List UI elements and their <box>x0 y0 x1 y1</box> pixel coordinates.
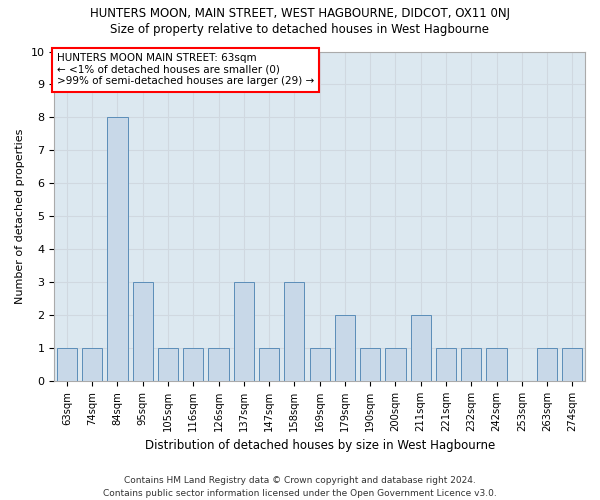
Bar <box>234 282 254 381</box>
Bar <box>57 348 77 381</box>
Bar <box>259 348 279 381</box>
Bar <box>82 348 102 381</box>
Text: Contains HM Land Registry data © Crown copyright and database right 2024.
Contai: Contains HM Land Registry data © Crown c… <box>103 476 497 498</box>
X-axis label: Distribution of detached houses by size in West Hagbourne: Distribution of detached houses by size … <box>145 440 495 452</box>
Bar <box>284 282 304 381</box>
Bar <box>385 348 406 381</box>
Bar <box>562 348 583 381</box>
Bar <box>183 348 203 381</box>
Bar <box>107 118 128 381</box>
Text: HUNTERS MOON MAIN STREET: 63sqm
← <1% of detached houses are smaller (0)
>99% of: HUNTERS MOON MAIN STREET: 63sqm ← <1% of… <box>57 53 314 86</box>
Text: HUNTERS MOON, MAIN STREET, WEST HAGBOURNE, DIDCOT, OX11 0NJ: HUNTERS MOON, MAIN STREET, WEST HAGBOURN… <box>90 8 510 20</box>
Bar <box>410 315 431 381</box>
Bar <box>133 282 153 381</box>
Bar <box>158 348 178 381</box>
Text: Size of property relative to detached houses in West Hagbourne: Size of property relative to detached ho… <box>110 22 490 36</box>
Bar <box>461 348 481 381</box>
Bar <box>487 348 506 381</box>
Bar <box>436 348 456 381</box>
Bar <box>537 348 557 381</box>
Bar <box>208 348 229 381</box>
Y-axis label: Number of detached properties: Number of detached properties <box>15 128 25 304</box>
Bar <box>360 348 380 381</box>
Bar <box>310 348 330 381</box>
Bar <box>335 315 355 381</box>
